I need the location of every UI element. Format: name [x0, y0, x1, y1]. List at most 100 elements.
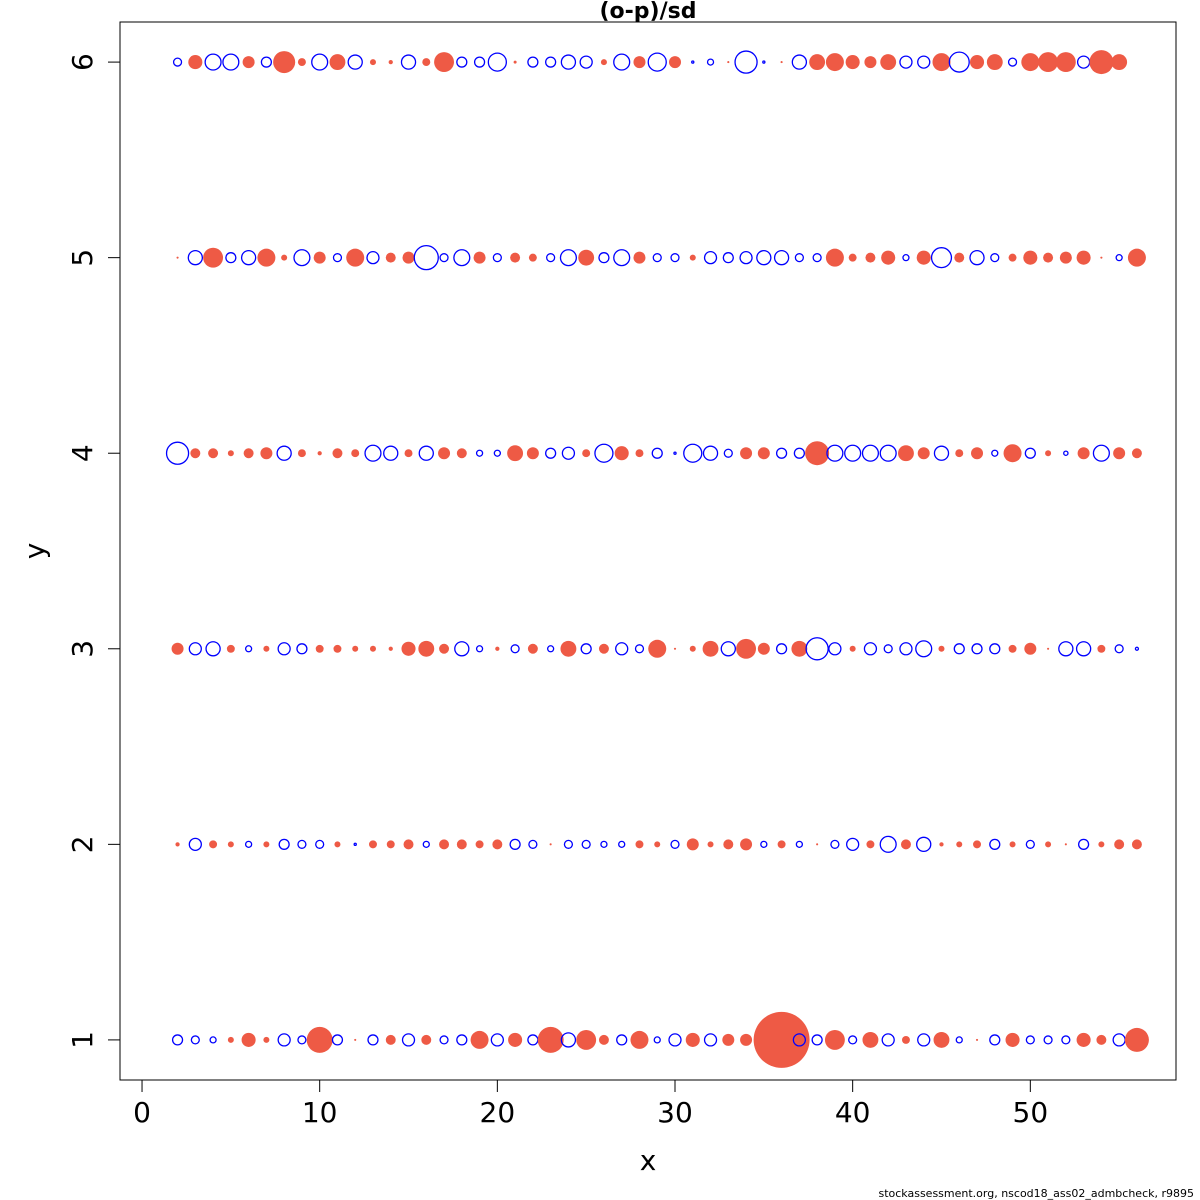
bubble-positive [439, 643, 450, 654]
bubble-negative [439, 1035, 449, 1045]
bubble-negative [861, 444, 880, 462]
bubble-negative [879, 444, 897, 462]
bubble-positive [986, 54, 1003, 71]
bubble-positive [685, 1032, 700, 1047]
bubble-negative [473, 56, 486, 68]
bubble-positive [527, 643, 538, 654]
bubble-negative [863, 642, 878, 656]
bubble-positive [862, 1031, 879, 1048]
bubble-positive [385, 1034, 396, 1045]
bubble-negative [366, 251, 380, 265]
bubble-negative [527, 56, 539, 68]
bubble-negative [618, 840, 626, 848]
bubble-positive [475, 840, 484, 849]
bubble-positive [1098, 841, 1105, 848]
bubble-positive [654, 841, 661, 848]
bubble-positive [1024, 642, 1037, 655]
bubble-positive [753, 1011, 810, 1068]
chart-title: (o-p)/sd [600, 0, 697, 24]
bubble-negative [969, 249, 985, 266]
bubble-positive [757, 447, 770, 460]
bubble-positive [508, 1032, 523, 1047]
bubble-negative [563, 839, 574, 849]
bubble-negative [222, 53, 240, 71]
bubble-negative [580, 643, 592, 655]
bubble-positive [1045, 450, 1052, 457]
bubble-positive [333, 644, 342, 653]
bubble-positive [386, 840, 395, 849]
bubble-positive [614, 446, 629, 461]
bubble-positive [805, 441, 830, 466]
bubble-negative [347, 54, 363, 70]
bubble-positive [263, 841, 270, 848]
bubble-negative [492, 253, 502, 263]
bubble-positive [422, 58, 431, 67]
bubble-negative [579, 55, 593, 69]
bubble-positive [954, 252, 965, 263]
bubble-negative [456, 1034, 468, 1046]
bubble-negative [188, 642, 202, 656]
bubble-negative [353, 842, 357, 847]
bubble-negative [422, 840, 430, 848]
bubble-positive [740, 838, 753, 851]
bubble-positive [975, 1038, 979, 1041]
bubble-negative [296, 643, 308, 655]
bubble-negative [722, 252, 734, 264]
bubble-positive [635, 449, 644, 458]
bubble-positive [973, 840, 981, 849]
bubble-negative [989, 643, 1001, 655]
bubble-positive [456, 448, 467, 459]
bubble-negative [400, 54, 417, 70]
bubble-positive [513, 60, 517, 64]
bubble-positive [227, 450, 234, 457]
bubble-negative [917, 1033, 931, 1047]
bubble-negative [991, 449, 999, 457]
bubble-negative [1025, 1035, 1035, 1045]
bubble-negative [917, 55, 931, 69]
bubble-positive [273, 51, 296, 74]
bubble-negative [276, 445, 292, 461]
bubble-positive [401, 641, 416, 656]
bubble-positive [526, 447, 539, 460]
bubble-positive [346, 248, 365, 267]
bubble-positive [633, 251, 646, 264]
bubble-positive [418, 640, 435, 657]
bubble-negative [883, 644, 893, 654]
bubble-positive [1021, 53, 1040, 72]
bubble-negative [546, 253, 556, 263]
bubble-negative [971, 643, 983, 655]
bubble-negative [933, 445, 950, 461]
bubble-negative [651, 447, 663, 459]
bubble-positive [209, 840, 218, 849]
bubble-negative [760, 840, 768, 848]
bubble-positive [669, 56, 682, 69]
bubble-positive [175, 842, 180, 847]
bubble-positive [1043, 252, 1054, 263]
bubble-positive [470, 1030, 489, 1049]
bubble-negative [670, 839, 680, 849]
bubble-negative [278, 838, 290, 850]
bubble-negative [953, 643, 965, 655]
bubble-positive [434, 52, 454, 73]
bubble-negative [1076, 55, 1091, 69]
bubble-negative [1114, 644, 1124, 654]
bubble-negative [670, 253, 680, 263]
bubble-positive [1096, 1034, 1107, 1045]
bubble-negative [240, 249, 257, 266]
bubble-positive [1005, 1032, 1020, 1047]
y-tick-label: 1 [66, 1031, 99, 1049]
bubble-positive [1008, 644, 1017, 653]
bubble-positive [317, 451, 322, 456]
bubble-positive [369, 645, 376, 652]
x-tick-label: 20 [480, 1096, 516, 1129]
bubble-negative [791, 54, 808, 70]
bubble-negative [795, 840, 804, 848]
bubble-positive [203, 247, 224, 268]
bubble-positive [849, 645, 856, 652]
bubble-negative [209, 1036, 217, 1044]
bubble-negative [225, 252, 237, 264]
bubble-negative [315, 839, 325, 849]
bubble-positive [1008, 253, 1017, 262]
bubble-negative [487, 52, 507, 72]
